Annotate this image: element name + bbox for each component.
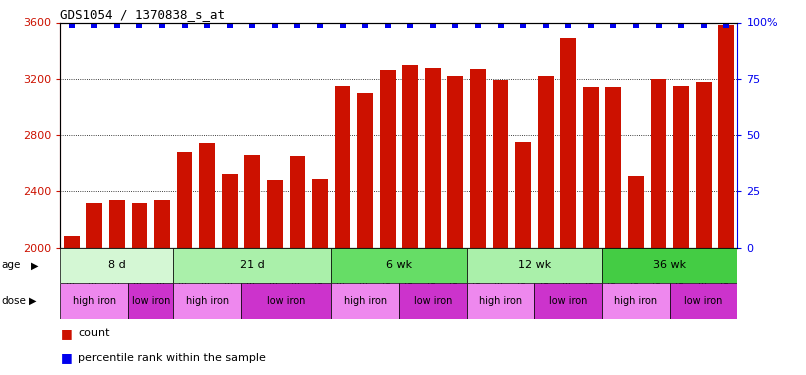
Text: 8 d: 8 d [108,260,126,270]
Point [291,22,304,28]
Bar [380,70,396,248]
Bar [331,248,467,283]
Text: low iron: low iron [131,296,170,306]
Bar [334,86,351,248]
Text: 6 wk: 6 wk [386,260,412,270]
Text: high iron: high iron [73,296,116,306]
Point [675,22,688,28]
Text: ■: ■ [60,327,73,340]
Bar [64,236,80,248]
Text: high iron: high iron [479,296,522,306]
Bar [673,86,689,248]
Bar [173,283,241,319]
Bar [331,283,399,319]
Text: ▶: ▶ [31,260,38,270]
Bar [670,283,737,319]
Bar [109,200,125,248]
Bar [492,80,509,248]
Bar [515,142,531,248]
Point [314,22,326,28]
Point [246,22,259,28]
Text: GDS1054 / 1370838_s_at: GDS1054 / 1370838_s_at [60,8,226,21]
Bar [650,79,667,248]
Bar [602,248,737,283]
Point [426,22,439,28]
Point [494,22,507,28]
Point [359,22,372,28]
Point [88,22,101,28]
Bar [628,176,644,248]
Text: ■: ■ [60,351,73,364]
Text: 21 d: 21 d [240,260,264,270]
Bar [60,248,173,283]
Text: high iron: high iron [614,296,658,306]
Bar [173,248,331,283]
Text: high iron: high iron [343,296,387,306]
Point [223,22,236,28]
Point [472,22,484,28]
Text: low iron: low iron [684,296,723,306]
Bar [289,156,305,248]
Bar [470,69,486,248]
Text: percentile rank within the sample: percentile rank within the sample [78,353,266,363]
Point [110,22,123,28]
Point [449,22,462,28]
Point [539,22,552,28]
Point [584,22,597,28]
Point [336,22,349,28]
Point [720,22,733,28]
Bar [177,152,193,248]
Bar [131,202,147,248]
Text: low iron: low iron [413,296,452,306]
Point [65,22,78,28]
Point [201,22,214,28]
Bar [128,283,173,319]
Text: 12 wk: 12 wk [517,260,551,270]
Bar [467,248,602,283]
Bar [425,68,441,248]
Point [629,22,642,28]
Bar [244,154,260,248]
Text: high iron: high iron [185,296,229,306]
Bar [154,200,170,248]
Bar [534,283,602,319]
Text: low iron: low iron [267,296,305,306]
Bar [267,180,283,248]
Text: count: count [78,328,110,338]
Text: age: age [2,260,21,270]
Point [607,22,620,28]
Point [652,22,665,28]
Bar [718,26,734,248]
Point [381,22,394,28]
Bar [560,38,576,248]
Bar [602,283,670,319]
Point [156,22,168,28]
Bar [60,283,128,319]
Point [562,22,575,28]
Point [404,22,417,28]
Text: low iron: low iron [549,296,588,306]
Bar [86,202,102,248]
Bar [402,64,418,248]
Text: 36 wk: 36 wk [653,260,687,270]
Bar [605,87,621,248]
Bar [312,178,328,248]
Point [517,22,530,28]
Bar [357,93,373,248]
Point [697,22,710,28]
Point [133,22,146,28]
Bar [467,283,534,319]
Bar [241,283,331,319]
Text: dose: dose [2,296,27,306]
Point [268,22,281,28]
Bar [447,76,463,248]
Bar [399,283,467,319]
Point [178,22,191,28]
Bar [696,82,712,248]
Text: ▶: ▶ [29,296,36,306]
Bar [222,174,238,248]
Bar [583,87,599,248]
Bar [199,144,215,248]
Bar [538,76,554,248]
